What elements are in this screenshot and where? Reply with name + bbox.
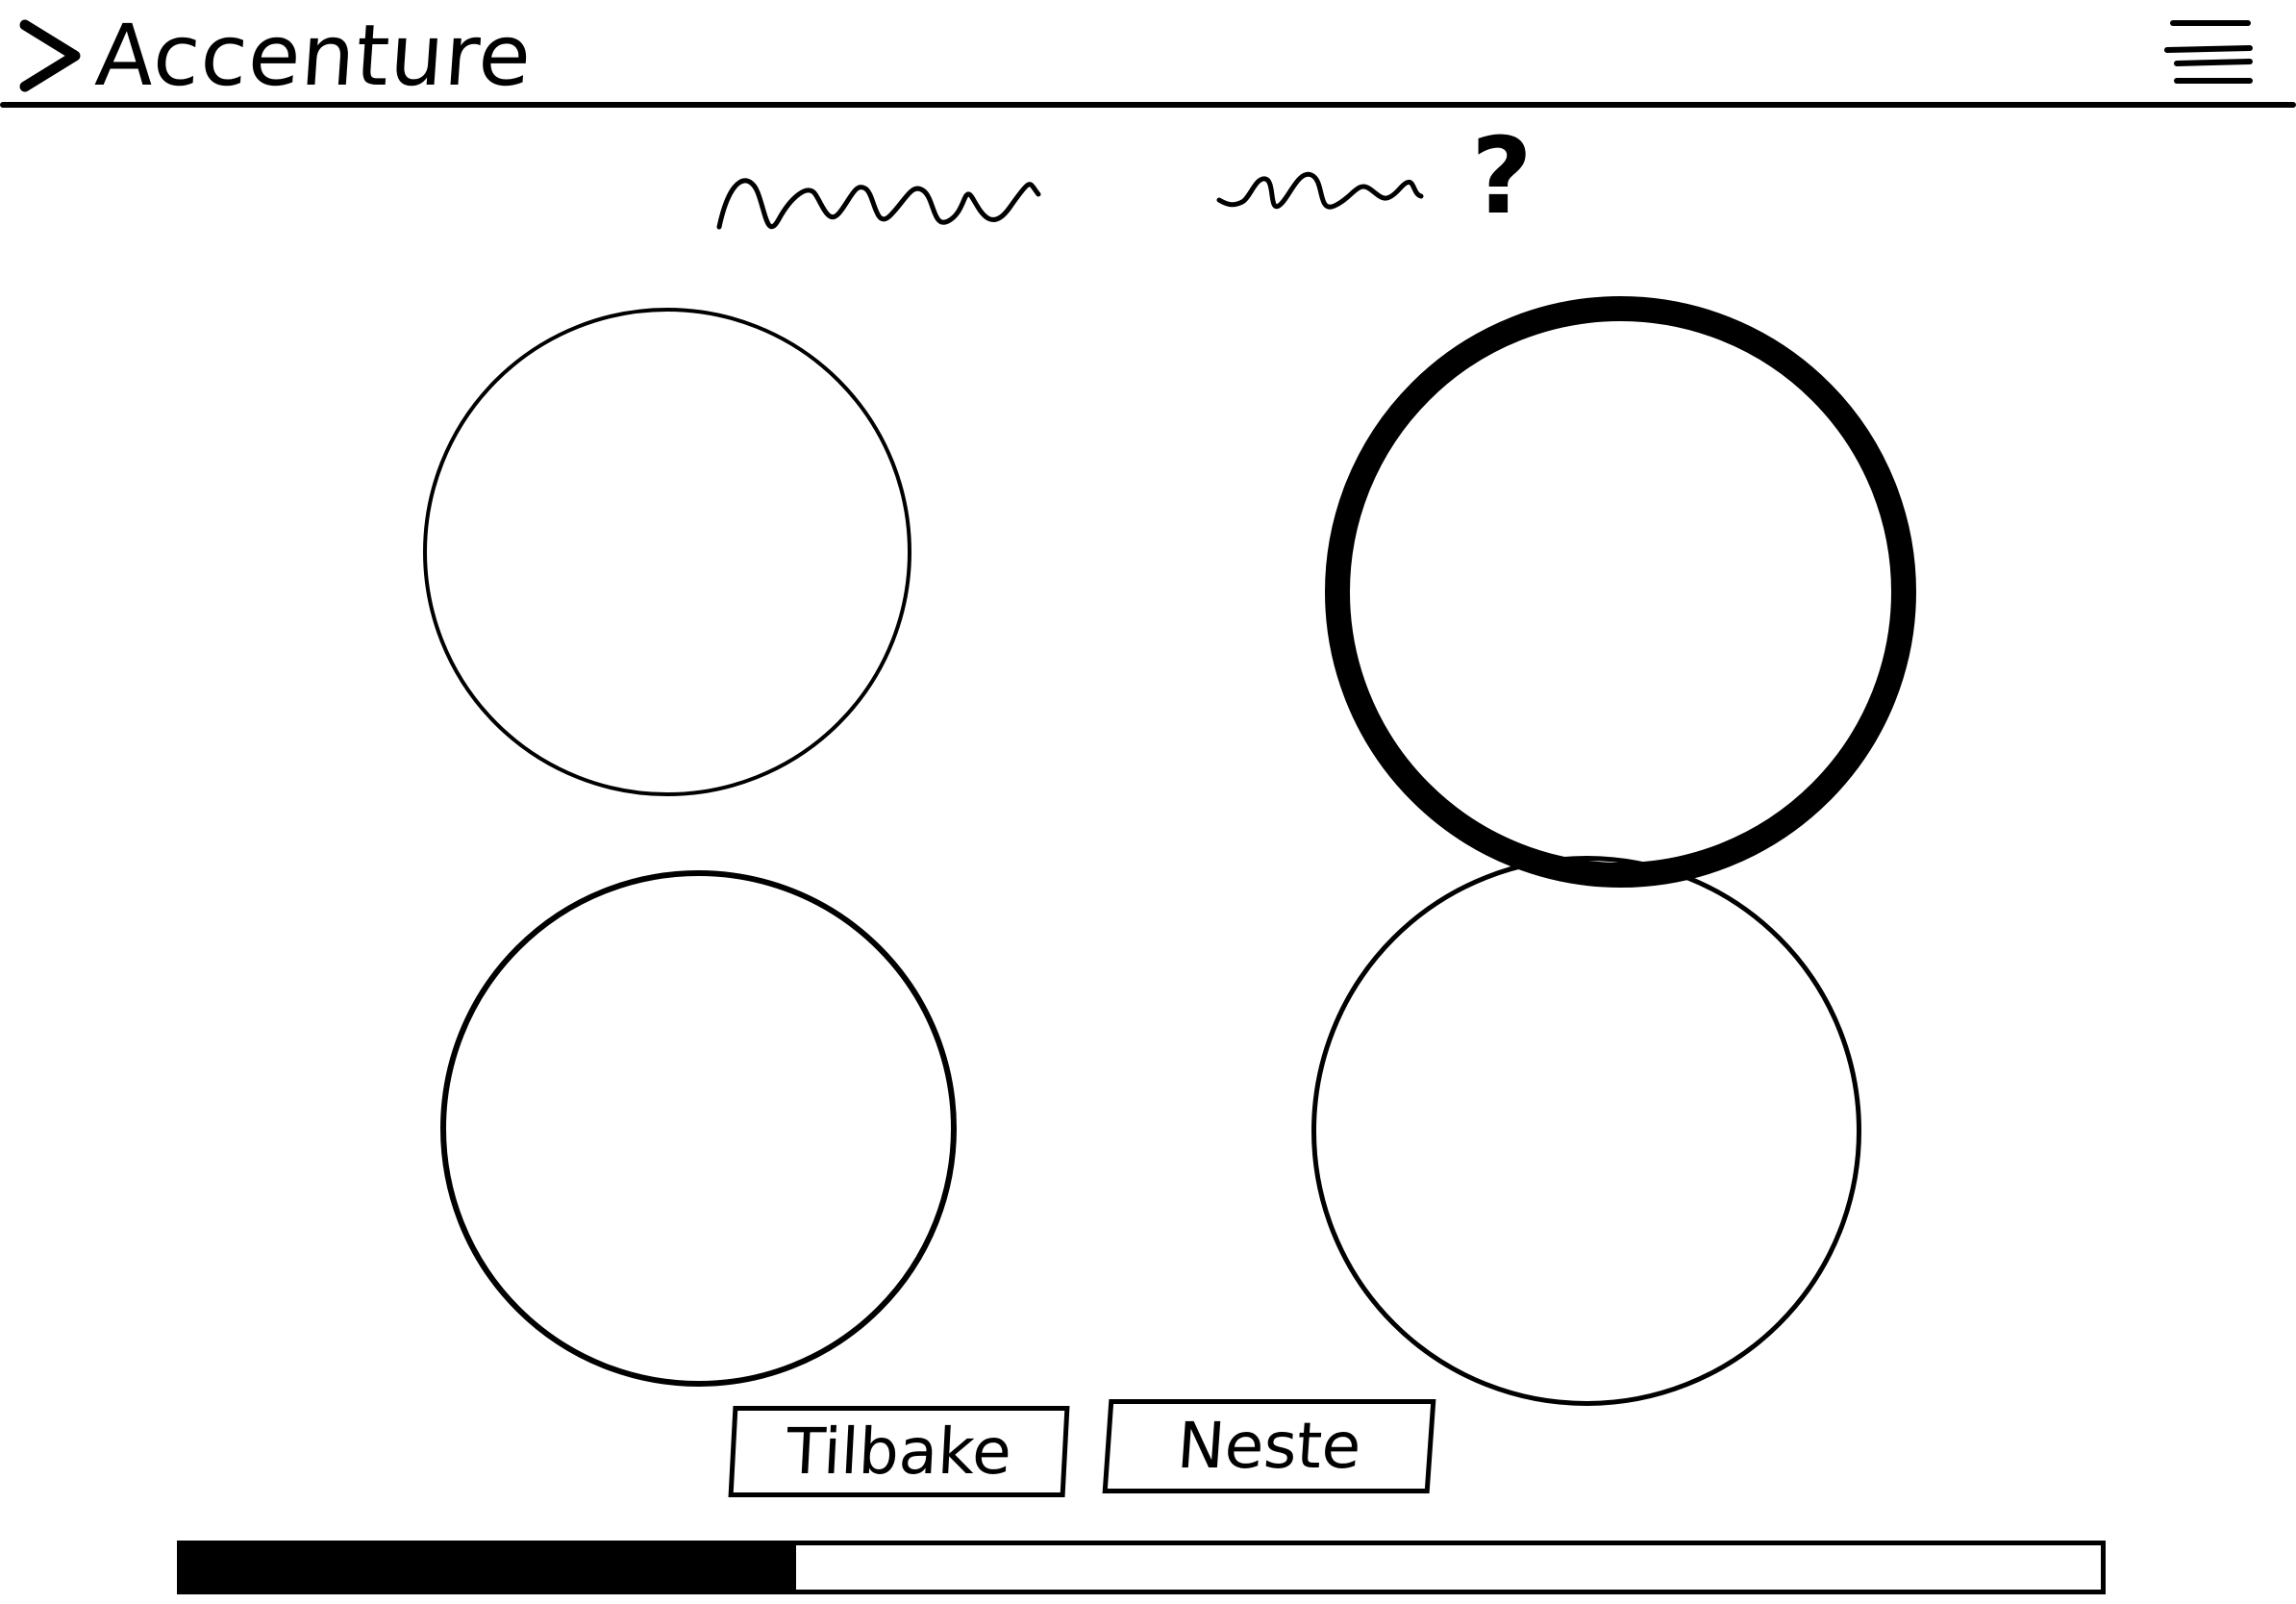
answer-option-1[interactable] [423,308,911,796]
next-button[interactable]: Neste [1102,1399,1436,1493]
answer-option-2-selected[interactable] [1325,296,1916,888]
progress-bar-fill [182,1545,796,1590]
header: Accenture [0,0,2296,113]
question-mark: ? [1471,114,1533,238]
question-text-placeholder [716,171,1424,230]
logo-text: Accenture [92,6,536,105]
menu-button[interactable] [2163,15,2256,88]
back-button[interactable]: Tilbake [728,1406,1070,1497]
header-divider [0,102,2296,108]
chevron-right-icon [19,19,81,92]
logo[interactable]: Accenture [17,6,536,105]
progress-bar [177,1541,2106,1594]
answer-option-3[interactable] [440,870,957,1387]
hamburger-menu-icon [2164,20,2253,84]
answer-option-4[interactable] [1311,856,1861,1406]
